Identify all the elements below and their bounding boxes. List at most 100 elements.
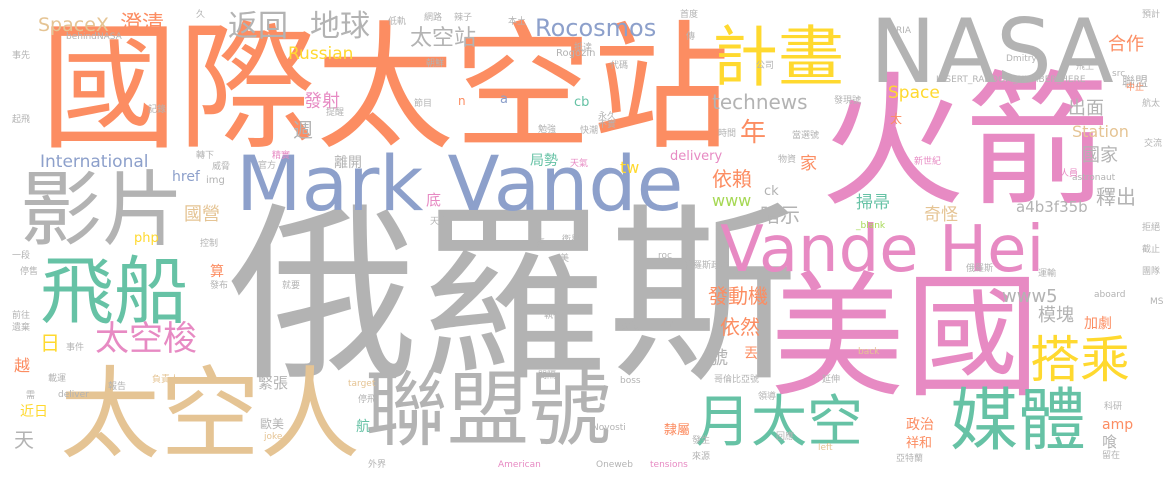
word-guojia: 國家 (1082, 145, 1118, 166)
word-tixing: 提醒 (326, 108, 345, 118)
word-target: target (348, 379, 376, 389)
word-jiaoliu: 交流 (1144, 139, 1163, 149)
word-yanshen: 延伸 (822, 375, 841, 385)
word-zhongzhi: 中止 (1126, 83, 1145, 93)
word-diqiu: 地球 (310, 9, 370, 44)
word-zhou: 週 (293, 118, 313, 142)
word-meiguo: 美國 (770, 259, 1040, 416)
word-huojian: 火箭 (820, 58, 1110, 227)
word-saozhou: 掃帚 (856, 193, 890, 213)
word-qifei: 起飛 (12, 115, 31, 125)
word-di: 底 (426, 191, 442, 209)
word-eluosizhengfu: 俄羅斯政府 (684, 261, 730, 271)
word-src: src (1112, 69, 1126, 79)
word-yongjiu: 永久 (598, 112, 617, 122)
word-n: n (458, 94, 466, 108)
word-fashe: 發射 (304, 91, 340, 112)
word-vande-hei: Vande Hei (720, 213, 1045, 287)
word-tingshou: 停售 (20, 267, 39, 277)
word-a4b3f35b: a4b3f35b (1016, 198, 1088, 216)
word-yue-taikong: 月太空 (695, 390, 863, 455)
word-nasa: NASA (870, 0, 1114, 103)
word-back: back (858, 347, 880, 357)
word-anshi: 暗示 (760, 203, 800, 227)
word-xianghe: 祥和 (906, 436, 933, 451)
word-shiyi: 時間 (718, 129, 737, 139)
word-jia: 家 (800, 154, 817, 174)
word-zhixing: 執行 (544, 311, 563, 321)
word-php: php (134, 231, 159, 246)
word-tian: 天 (14, 428, 34, 452)
word-dmitry: Dmitry (1006, 54, 1037, 64)
word-ria: RIA (896, 26, 912, 36)
word-kongzhi: 控制 (200, 239, 219, 249)
word-fanhui: 返回 (228, 9, 288, 44)
word-mianqiang: 勉強 (538, 125, 557, 135)
word-tai: 太 (890, 112, 903, 126)
word-yuji: 預計 (1142, 10, 1161, 20)
word-www: www (712, 191, 752, 210)
word-qiguai: 奇怪 (924, 205, 958, 225)
word-jihua: 計畫 (712, 19, 844, 96)
word-joke: joke (264, 432, 283, 442)
word-tw: tw (620, 158, 640, 177)
word-hao: 號 (710, 348, 728, 369)
word-liuzai: 留在 (1102, 451, 1121, 461)
word-novosti: Novosti (592, 423, 626, 433)
word-jiuzi: 久 (196, 10, 206, 20)
word-feichuan: 飛船 (40, 249, 188, 335)
word-guoying: 國營 (184, 204, 220, 225)
word-taikongsuo: 太空梭 (95, 319, 197, 359)
word-meiti: 媒體 (950, 382, 1087, 461)
word-amp: amp (1102, 417, 1134, 433)
word-rocosmos: Rocosmos (535, 14, 657, 42)
word-lanzi: 辣子 (454, 13, 473, 23)
word-fadongji: 發動機 (708, 284, 768, 308)
word-dixiao: 低軌 (388, 17, 407, 27)
word-renyuan: 人員 (1060, 169, 1079, 179)
word-jushi: 局勢 (530, 153, 558, 169)
word-guoji-taikongzhan: 國際太空站 (40, 8, 731, 169)
word-zhuanxiang: 轉下 (196, 151, 215, 161)
word-benzhu: 本土 (508, 17, 527, 27)
word-mirage: 蜃 (536, 239, 546, 249)
word-aboard: aboard (1094, 290, 1126, 300)
word-han: 喰 (1102, 433, 1118, 451)
word-blank: _blank (856, 221, 886, 231)
word-eluosi-s: 俄羅斯 (966, 264, 994, 274)
word-baogao: 報告 (108, 382, 127, 392)
word-waijie: 外界 (368, 460, 387, 470)
word-space: Space (888, 83, 940, 103)
word-yilai: 依賴 (712, 167, 752, 191)
word-spacex: SpaceX (38, 14, 109, 36)
word-zhengzhi: 政治 (906, 417, 934, 433)
word-href: href (172, 169, 200, 185)
word-huiying: 回應 (776, 432, 795, 442)
word-international: International (40, 152, 149, 172)
word-buxiao: 不實 (598, 120, 617, 130)
word-mark-vande: Mark Vande (236, 139, 684, 228)
word-shichu: 釋出 (1096, 185, 1136, 209)
word-diu: 丟 (744, 346, 758, 362)
word-lishu: 隸屬 (664, 423, 691, 438)
word-oneweb: Oneweb (596, 460, 633, 470)
word-russian: Russian (288, 44, 354, 64)
word-dijie: 抵達 (574, 43, 593, 53)
word-yunshu: 運輸 (1038, 269, 1057, 279)
word-kexuejia: 科研 (1104, 402, 1123, 412)
word-gongsi: 公司 (756, 61, 775, 71)
word-astronaut: astronaut (1072, 173, 1116, 183)
word-shoudian: 首度 (680, 10, 699, 20)
word-ms: MS (1150, 297, 1164, 307)
word-eluosi: 俄羅斯 (228, 186, 799, 407)
word-hangtian: 航太 (1142, 99, 1161, 109)
word-xuan: 宣 (664, 321, 674, 331)
word-hezuo: 合作 (1108, 34, 1144, 55)
word-jianting: 間隔 (538, 371, 557, 381)
word-xinshiji: 新世紀 (914, 157, 942, 167)
word-dangxuan: 當選號 (792, 131, 820, 141)
word-shixian: 事先 (12, 51, 31, 61)
word-jiezhi: 截止 (1142, 245, 1161, 255)
word-yiran: 依然 (720, 315, 760, 339)
